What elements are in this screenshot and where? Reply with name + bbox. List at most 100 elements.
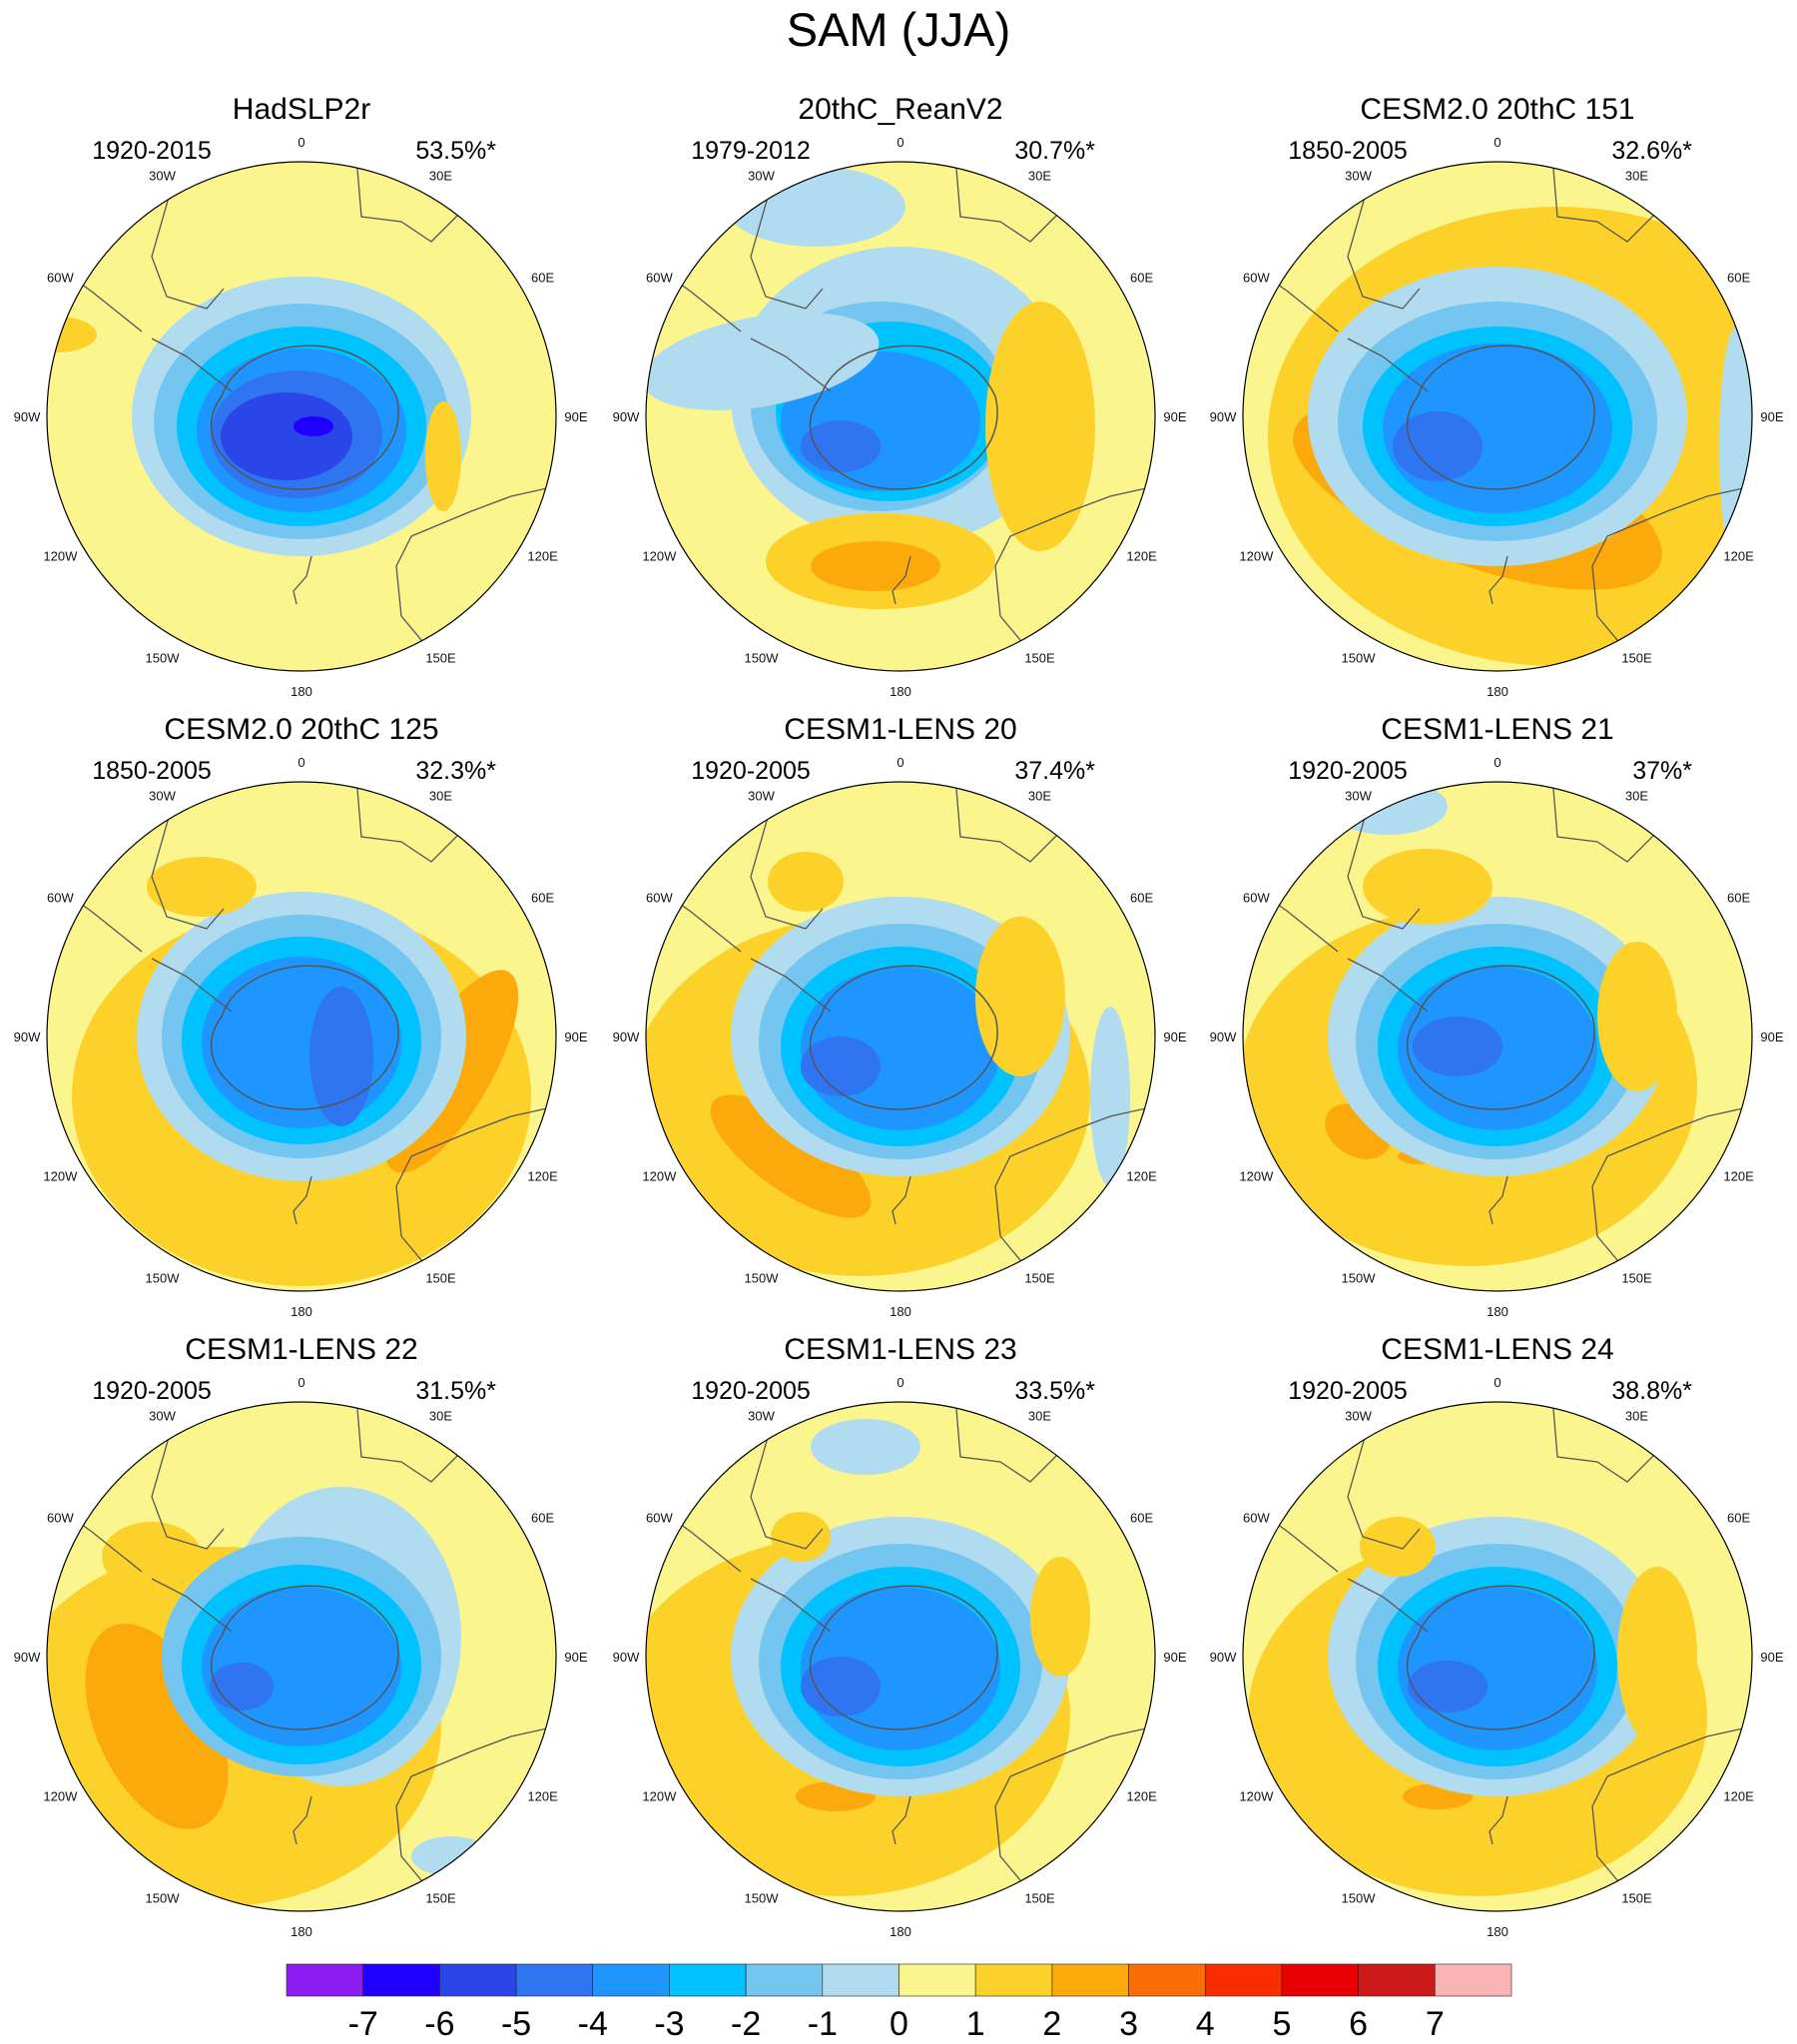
longitude-label: 60W — [1243, 271, 1270, 286]
antarctica-coastline — [1406, 344, 1595, 490]
longitude-label: 0 — [897, 755, 903, 770]
africa-coastline — [954, 1402, 1061, 1483]
longitude-label: 180 — [1487, 1304, 1508, 1319]
colorbar-swatch — [1281, 1963, 1359, 1997]
africa-coastline — [1551, 782, 1658, 863]
longitude-label: 90W — [14, 1029, 41, 1044]
longitude-label: 30E — [1028, 788, 1051, 803]
contour-region — [771, 1512, 831, 1562]
panel-title: CESM1-LENS 23 — [784, 1333, 1016, 1366]
longitude-label: 120E — [527, 549, 558, 564]
colorbar-tick-label: 7 — [1426, 2005, 1445, 2043]
colorbar-swatch — [1051, 1963, 1129, 1997]
contour-region — [768, 852, 844, 912]
colorbar-swatch — [745, 1963, 824, 1997]
longitude-label: 150W — [146, 1271, 181, 1286]
south-america-coastline — [1347, 1426, 1421, 1550]
longitude-label: 90E — [1163, 1650, 1186, 1665]
longitude-label: 120E — [527, 1789, 558, 1804]
panel-title: CESM1-LENS 22 — [185, 1333, 417, 1366]
longitude-label: 90W — [1210, 1650, 1237, 1665]
peninsula-coastline — [151, 958, 233, 1013]
peninsula-coastline — [750, 1578, 832, 1633]
new-zealand-coastline — [293, 1175, 312, 1225]
peninsula-coastline — [151, 1578, 233, 1633]
antarctica-coastline — [210, 965, 399, 1110]
longitude-label: 30E — [429, 168, 452, 183]
panel-period: 1920-2005 — [1288, 757, 1408, 785]
africa-coastline — [1551, 1402, 1658, 1483]
colorbar-swatch — [822, 1963, 899, 1997]
longitude-label: 120W — [642, 549, 677, 564]
south-america-coastline — [1347, 806, 1421, 930]
contour-field — [646, 162, 1155, 671]
longitude-label: 120E — [1126, 1169, 1157, 1184]
longitude-label: 120E — [1126, 1789, 1157, 1804]
longitude-label: 90E — [1163, 409, 1186, 424]
contour-region — [1597, 942, 1677, 1091]
map-panel-7: 0 30E 60E 90E 120E 150E 180 150W 120W 90W 60W 30W CE… — [14, 1333, 588, 1939]
colorbar-tick-label: 3 — [1119, 2005, 1138, 2043]
longitude-label: 120E — [1126, 549, 1157, 564]
panel-title: CESM2.0 20thC 151 — [1360, 93, 1634, 126]
panel-period: 1850-2005 — [1288, 137, 1408, 165]
new-zealand-coastline — [1489, 1795, 1508, 1845]
longitude-label: 120W — [642, 1169, 677, 1184]
map-boundary — [645, 1401, 1156, 1912]
longitude-label: 90W — [1210, 409, 1237, 424]
contour-field — [646, 1402, 1155, 1911]
africa-coastline — [1551, 162, 1658, 243]
colorbar-swatch — [1204, 1963, 1283, 1997]
longitude-label: 30E — [1625, 168, 1648, 183]
map-panel-2: 0 30E 60E 90E 120E 150E 180 150W 120W 90W 60W 30W 20… — [613, 93, 1187, 699]
antarctica-coastline — [210, 1585, 399, 1730]
map-panel-5: 0 30E 60E 90E 120E 150E 180 150W 120W 90W 60W 30W CE… — [613, 713, 1187, 1319]
antarctica-coastline — [809, 1585, 998, 1730]
longitude-label: 180 — [1487, 684, 1508, 699]
longitude-label: 60E — [531, 271, 554, 286]
map-panel-4: 0 30E 60E 90E 120E 150E 180 150W 120W 90W 60W 30W CE… — [14, 713, 588, 1319]
contour-region — [221, 392, 352, 480]
contour-field — [47, 1402, 556, 1911]
longitude-label: 120E — [1723, 549, 1754, 564]
contour-region — [985, 302, 1095, 551]
longitude-label: 150E — [1621, 1891, 1652, 1906]
longitude-label: 120E — [1723, 1789, 1754, 1804]
longitude-label: 30E — [1028, 1408, 1051, 1423]
panel-period: 1920-2015 — [92, 137, 212, 165]
longitude-label: 30E — [429, 1408, 452, 1423]
peninsula-coastline — [750, 338, 832, 392]
longitude-label: 150W — [1342, 1271, 1377, 1286]
longitude-label: 150W — [1342, 651, 1377, 666]
panel-variance: 30.7%* — [1014, 137, 1095, 165]
longitude-label: 120W — [43, 549, 78, 564]
longitude-label: 0 — [897, 1375, 903, 1390]
longitude-label: 90W — [14, 1650, 41, 1665]
longitude-label: 0 — [897, 135, 903, 150]
colorbar-tick-label: 2 — [1042, 2005, 1061, 2043]
longitude-label: 60E — [1727, 271, 1750, 286]
colorbar-tick-label: 0 — [890, 2005, 908, 2043]
south-america-coastline — [750, 1426, 824, 1550]
longitude-label: 30W — [1345, 168, 1372, 183]
contour-region — [710, 1094, 872, 1218]
colorbar-swatch — [1358, 1963, 1436, 1997]
colorbar-tick-label: -5 — [501, 2005, 531, 2043]
contour-region — [1393, 411, 1483, 481]
panel-title: 20thC_ReanV2 — [798, 93, 1002, 126]
longitude-label: 120W — [43, 1169, 78, 1184]
antarctica-coastline — [210, 344, 399, 490]
contour-region — [1719, 327, 1752, 566]
colorbar: -7 -6 -5 -4 -3 -2 -1 0 1 2 3 4 5 6 7 — [286, 1963, 1512, 2043]
new-zealand-coastline — [1489, 555, 1508, 605]
africa-coastline — [355, 782, 462, 863]
panel-title: HadSLP2r — [233, 93, 370, 126]
contour-region — [425, 401, 461, 511]
contour-region — [811, 1419, 920, 1475]
longitude-label: 150W — [745, 1271, 780, 1286]
longitude-label: 150E — [1024, 1271, 1055, 1286]
longitude-label: 60E — [531, 1511, 554, 1526]
longitude-label: 60W — [47, 1511, 74, 1526]
longitude-label: 90E — [1760, 1029, 1783, 1044]
longitude-label: 120W — [1239, 549, 1274, 564]
